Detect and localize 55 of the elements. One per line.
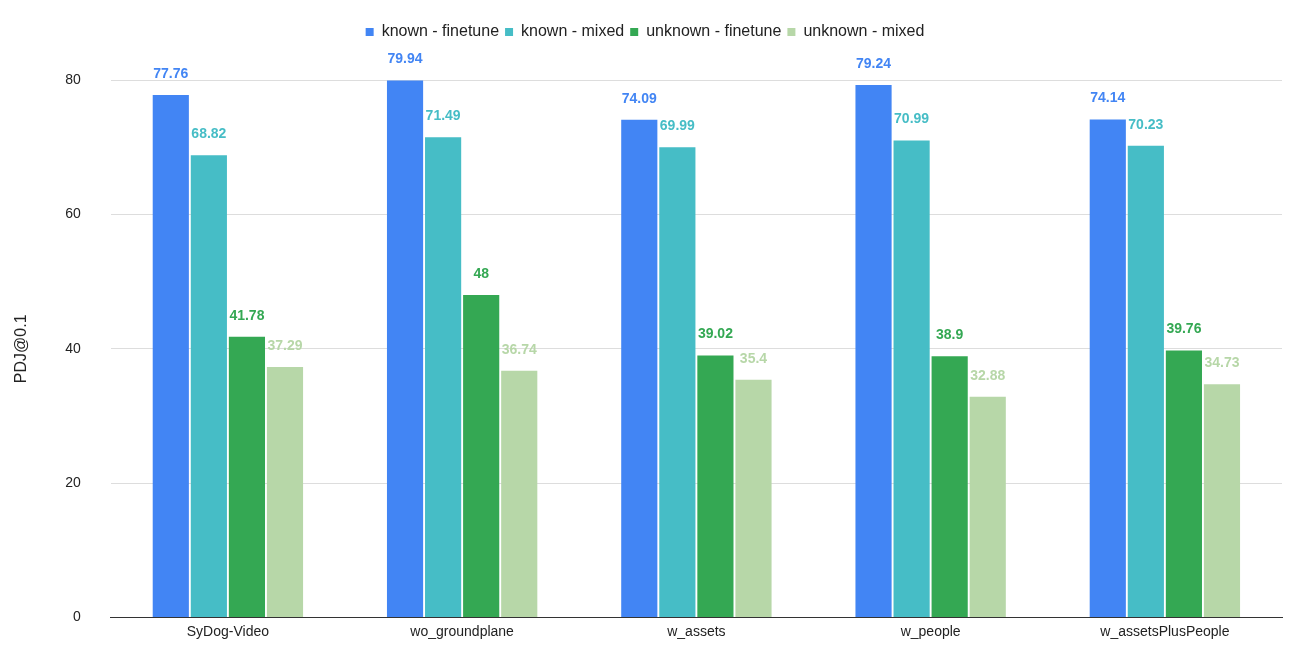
x-tick-label: w_people bbox=[899, 622, 961, 639]
y-tick-label: 40 bbox=[65, 339, 81, 356]
y-tick-label: 20 bbox=[65, 474, 81, 491]
bar bbox=[621, 119, 658, 618]
data-label: 39.02 bbox=[697, 325, 734, 342]
bar bbox=[659, 147, 696, 618]
legend-label: known - mixed bbox=[521, 22, 625, 40]
data-label: 48 bbox=[473, 264, 490, 281]
x-tick-label: w_assets bbox=[666, 622, 726, 639]
data-label: 79.94 bbox=[387, 50, 423, 67]
bar bbox=[931, 356, 968, 618]
bar bbox=[1203, 384, 1241, 618]
bar bbox=[697, 355, 734, 618]
x-tick-label: wo_groundplane bbox=[409, 622, 515, 639]
bar bbox=[735, 379, 772, 618]
data-label: 39.76 bbox=[1166, 320, 1202, 337]
data-label: 36.74 bbox=[501, 340, 537, 357]
data-label: 70.23 bbox=[1128, 115, 1164, 132]
data-label: 74.14 bbox=[1090, 89, 1126, 106]
y-axis-title: PDJ@0.1 bbox=[12, 314, 30, 384]
bar bbox=[1089, 119, 1126, 618]
data-label: 68.82 bbox=[191, 124, 227, 141]
bar bbox=[463, 295, 500, 618]
data-label: 70.99 bbox=[894, 110, 930, 127]
data-label: 37.29 bbox=[267, 336, 303, 353]
legend-label: known - finetune bbox=[381, 22, 500, 40]
bar bbox=[190, 155, 227, 618]
data-label: 32.88 bbox=[970, 366, 1006, 383]
bar bbox=[386, 80, 424, 618]
bar bbox=[1127, 145, 1164, 618]
bar bbox=[1165, 350, 1202, 618]
data-label: 74.09 bbox=[621, 89, 658, 106]
bar bbox=[893, 140, 930, 618]
y-tick-label: 60 bbox=[65, 205, 81, 222]
data-label: 41.78 bbox=[229, 306, 265, 323]
data-label: 77.76 bbox=[153, 64, 189, 81]
legend-label: unknown - mixed bbox=[803, 22, 925, 40]
data-label: 71.49 bbox=[425, 107, 461, 124]
data-label: 35.4 bbox=[739, 349, 768, 366]
bar bbox=[152, 95, 189, 618]
bar bbox=[969, 396, 1006, 618]
bar bbox=[266, 367, 304, 618]
bar bbox=[425, 137, 462, 618]
legend-label: unknown - finetune bbox=[646, 22, 782, 40]
x-tick-label: SyDog-Video bbox=[186, 622, 270, 639]
x-tick-label: w_assetsPlusPeople bbox=[1099, 622, 1230, 639]
data-label: 79.24 bbox=[856, 54, 892, 71]
y-tick-label: 0 bbox=[72, 608, 81, 625]
bar bbox=[855, 85, 892, 618]
data-label: 38.9 bbox=[936, 326, 964, 343]
data-label: 69.99 bbox=[659, 117, 696, 134]
bar bbox=[501, 370, 538, 618]
bar bbox=[228, 336, 266, 618]
y-tick-label: 80 bbox=[65, 70, 81, 87]
data-label: 34.73 bbox=[1204, 354, 1240, 371]
